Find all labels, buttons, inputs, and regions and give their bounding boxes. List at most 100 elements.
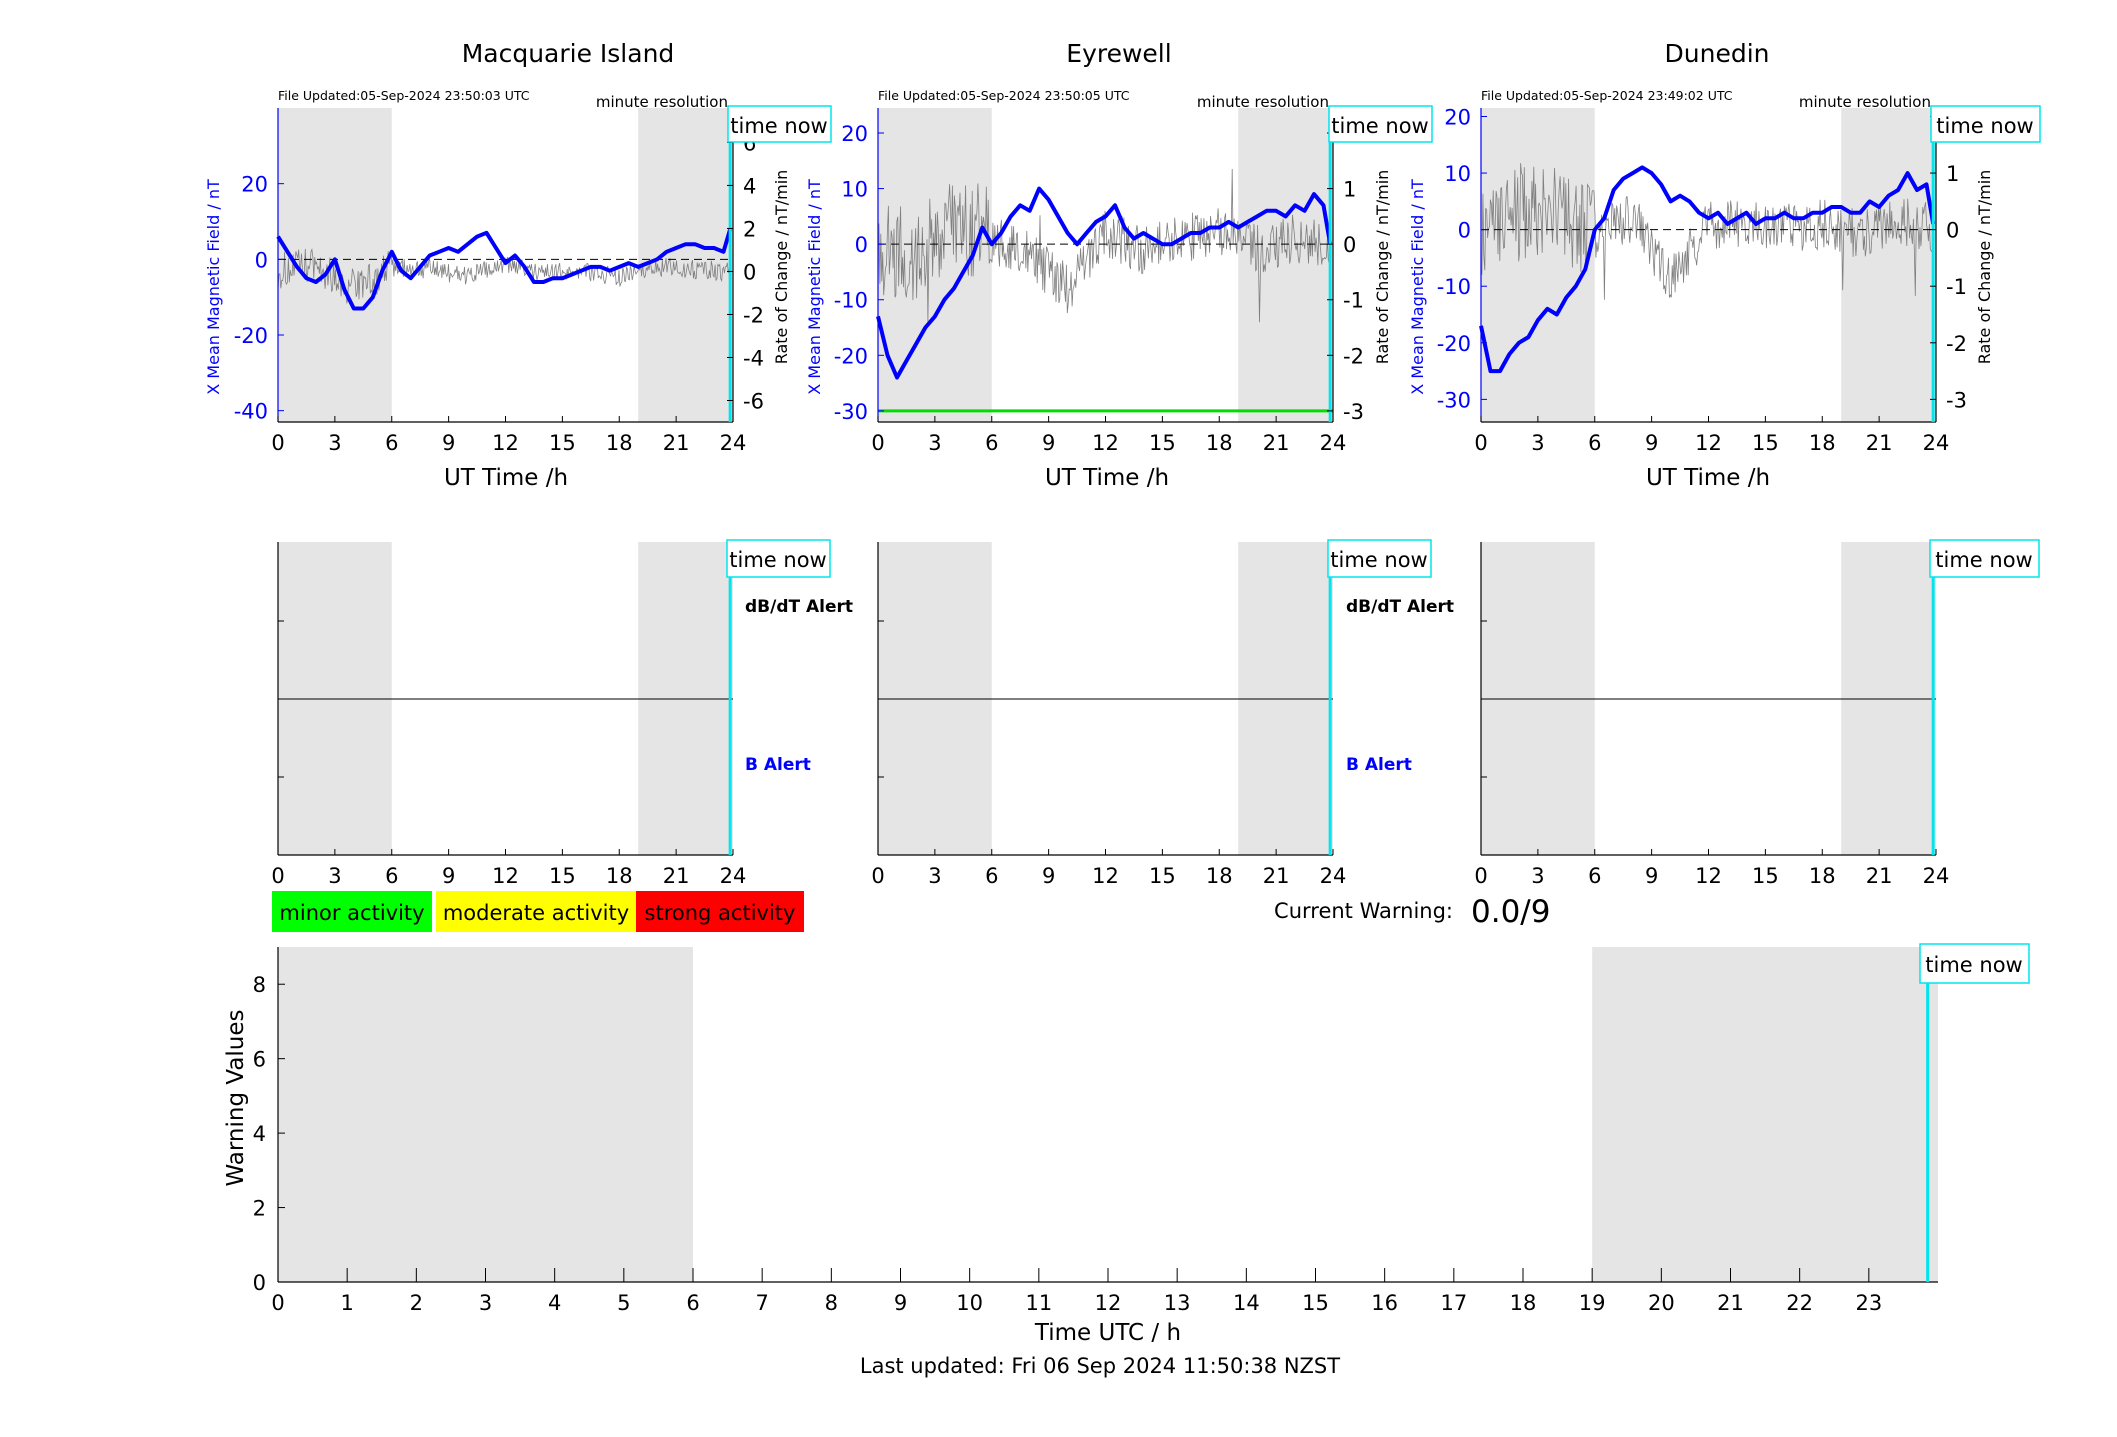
x-tick-label: 15 (549, 431, 576, 455)
time-now-label: time now (730, 114, 827, 138)
x-tick-label: 3 (328, 431, 341, 455)
x-tick-label: 21 (1866, 431, 1893, 455)
y-tick-label: 20 (241, 173, 268, 197)
resolution-label: minute resolution (596, 93, 728, 111)
y-tick-label: 20 (1444, 105, 1471, 129)
y-tick-label: -20 (234, 324, 268, 348)
x-tick-label: 12 (1092, 864, 1119, 888)
x-tick-label: 24 (1320, 431, 1347, 455)
y-tick-label: 0 (1458, 219, 1471, 243)
x-tick-label: 24 (1923, 864, 1950, 888)
x-tick-label: 9 (1645, 431, 1658, 455)
y-axis-label: X Mean Magnetic Field / nT (805, 179, 824, 395)
x-tick-label: 15 (1149, 864, 1176, 888)
legend-strong-label: strong activity (645, 901, 796, 925)
alert-panel-eyrewell: 0 3 6 9 12 15 18 21 24 (871, 542, 1346, 888)
y2-tick-label: -1 (1343, 289, 1364, 313)
x-tick-label: 23 (1855, 1291, 1882, 1315)
x-tick-label: 15 (1752, 864, 1779, 888)
y-tick-label: 2 (253, 1197, 266, 1221)
y2-tick-label: 0 (1343, 233, 1356, 257)
x-axis-label: UT Time /h (1045, 465, 1169, 491)
y2-axis-label: Rate of Change / nT/min (1373, 170, 1392, 365)
x-tick-label: 12 (1095, 1291, 1122, 1315)
magnetic-field-series (876, 186, 1333, 380)
time-now-label: time now (1330, 548, 1427, 572)
y2-tick-label: 0 (1946, 219, 1959, 243)
warning-y-axis-label: Warning Values (223, 1009, 249, 1186)
y2-tick-label: -1 (1946, 275, 1967, 299)
x-axis-label: UT Time /h (1646, 465, 1770, 491)
x-tick-label: 3 (479, 1291, 492, 1315)
x-tick-label: 3 (1531, 864, 1544, 888)
y-tick-label: 0 (255, 248, 268, 272)
legend-moderate-label: moderate activity (443, 901, 629, 925)
x-tick-label: 3 (928, 431, 941, 455)
x-tick-label: 15 (549, 864, 576, 888)
x-tick-label: 22 (1786, 1291, 1813, 1315)
y-tick-label: -30 (1437, 388, 1471, 412)
x-tick-label: 3 (328, 864, 341, 888)
y-tick-label: 8 (253, 973, 266, 997)
y2-tick-label: 2 (743, 217, 756, 241)
x-tick-label: 16 (1371, 1291, 1398, 1315)
time-now-label: time now (1925, 953, 2022, 977)
y-tick-label: -10 (834, 289, 868, 313)
y2-axis-label: Rate of Change / nT/min (772, 170, 791, 365)
x-tick-label: 15 (1149, 431, 1176, 455)
legend-minor-label: minor activity (279, 901, 424, 925)
dbdt-alert-label: dB/dT Alert (1346, 597, 1454, 617)
x-tick-label: 2 (410, 1291, 423, 1315)
file-updated-label: File Updated:05-Sep-2024 23:50:05 UTC (878, 88, 1130, 103)
y2-tick-label: 0 (743, 260, 756, 284)
x-tick-label: 9 (1042, 864, 1055, 888)
y-axis-label: X Mean Magnetic Field / nT (204, 179, 223, 395)
y2-tick-label: 1 (1343, 178, 1356, 202)
time-now-box (1929, 539, 2040, 578)
x-tick-label: 24 (720, 864, 747, 888)
y2-tick-label: -3 (1343, 400, 1364, 424)
x-tick-label: 0 (871, 431, 884, 455)
time-now-box (1328, 105, 1433, 143)
y2-axis-label: Rate of Change / nT/min (1975, 170, 1994, 365)
y2-tick-label: -4 (743, 346, 764, 370)
x-tick-label: 18 (1809, 864, 1836, 888)
x-tick-label: 0 (271, 1291, 284, 1315)
night-shading (278, 947, 693, 1282)
time-now-box (727, 105, 832, 143)
dbdt-alert-label: dB/dT Alert (745, 597, 853, 617)
x-tick-label: 8 (825, 1291, 838, 1315)
x-tick-label: 7 (755, 1291, 768, 1315)
x-tick-label: 9 (442, 431, 455, 455)
y-tick-label: -40 (234, 400, 268, 424)
warning-x-axis-label: Time UTC / h (1034, 1320, 1181, 1346)
x-tick-label: 18 (606, 431, 633, 455)
x-tick-label: 10 (956, 1291, 983, 1315)
x-tick-label: 6 (385, 864, 398, 888)
x-tick-label: 18 (606, 864, 633, 888)
y2-tick-label: -2 (1343, 344, 1364, 368)
x-tick-label: 12 (1695, 431, 1722, 455)
x-tick-label: 6 (686, 1291, 699, 1315)
night-shading (1841, 108, 1936, 422)
x-tick-label: 9 (1042, 431, 1055, 455)
x-tick-label: 21 (663, 431, 690, 455)
legend-minor-swatch (272, 891, 432, 932)
magnetic-field-series (276, 228, 733, 311)
x-tick-label: 18 (1809, 431, 1836, 455)
time-now-box (726, 539, 831, 578)
x-tick-label: 0 (1474, 864, 1487, 888)
y2-tick-label: 4 (743, 174, 756, 198)
night-shading (1238, 108, 1333, 422)
night-shading (1481, 108, 1595, 422)
x-tick-label: 3 (928, 864, 941, 888)
magnetic-field-series (1479, 165, 1936, 374)
y2-tick-label: -2 (743, 303, 764, 327)
x-tick-label: 6 (385, 431, 398, 455)
x-tick-label: 12 (1695, 864, 1722, 888)
x-tick-label: 15 (1302, 1291, 1329, 1315)
x-tick-label: 18 (1206, 431, 1233, 455)
